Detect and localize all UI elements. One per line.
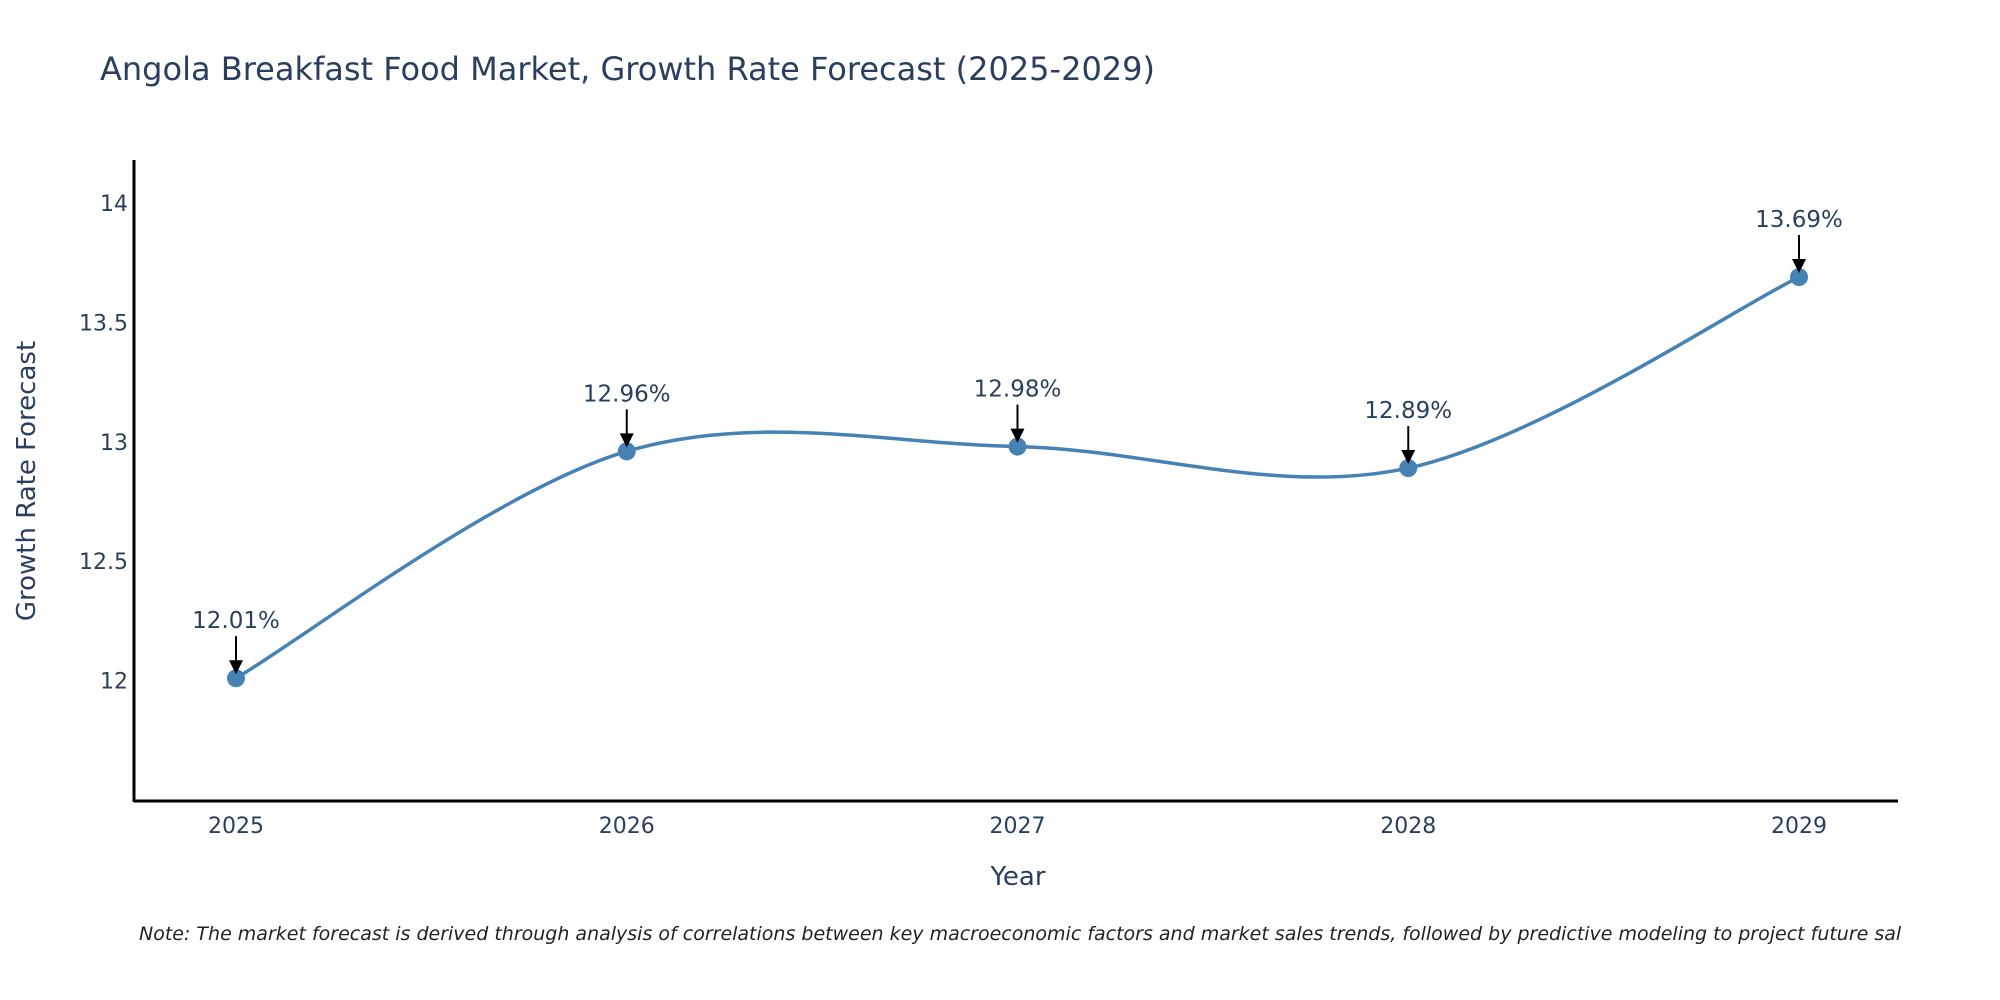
x-tick-label: 2029 <box>1771 814 1827 839</box>
data-point <box>227 669 245 688</box>
chart-title: Angola Breakfast Food Market, Growth Rat… <box>100 50 1155 88</box>
annotation-label: 12.96% <box>583 381 671 407</box>
annotation-arrow-head <box>1401 450 1416 465</box>
series-markers <box>227 268 1808 688</box>
x-tick-label: 2025 <box>208 814 264 839</box>
x-tick-label: 2028 <box>1380 814 1436 839</box>
data-point <box>617 442 636 461</box>
series-line <box>235 275 1800 680</box>
annotation: 12.96% <box>583 381 671 448</box>
x-tick-label: 2027 <box>990 814 1046 839</box>
annotation: 12.98% <box>974 377 1062 443</box>
x-axis-title: Year <box>989 862 1045 892</box>
y-tick-label: 12.5 <box>79 550 128 575</box>
annotation-label: 13.69% <box>1755 207 1843 233</box>
x-ticks: 2025 2026 2027 2028 2029 <box>208 814 1827 839</box>
annotation-label: 12.01% <box>192 608 280 634</box>
y-tick-label: 14 <box>100 192 128 217</box>
data-point <box>1790 268 1808 287</box>
x-tick-label: 2026 <box>599 814 655 839</box>
y-tick-label: 13 <box>100 431 128 456</box>
annotation-label: 12.98% <box>974 377 1062 403</box>
data-point <box>1008 437 1027 456</box>
annotation-arrow-head <box>1010 428 1025 443</box>
annotation: 12.89% <box>1364 398 1452 465</box>
annotation: 13.69% <box>1755 207 1843 274</box>
annotations: 12.01% 12.96% 12.98% 12.89% 13.69% <box>192 207 1843 675</box>
y-ticks: 12 12.5 13 13.5 14 <box>79 192 128 695</box>
annotation-label: 12.89% <box>1364 398 1452 424</box>
annotation-arrow-head <box>229 660 243 675</box>
y-tick-label: 12 <box>100 670 128 695</box>
annotation: 12.01% <box>192 608 280 675</box>
y-axis-title: Growth Rate Forecast <box>12 341 42 621</box>
data-point <box>1399 459 1418 478</box>
annotation-arrow-head <box>619 433 634 448</box>
y-tick-label: 13.5 <box>79 311 128 336</box>
annotation-arrow-head <box>1792 259 1806 274</box>
note-text: Note: The market forecast is derived thr… <box>139 923 1902 945</box>
